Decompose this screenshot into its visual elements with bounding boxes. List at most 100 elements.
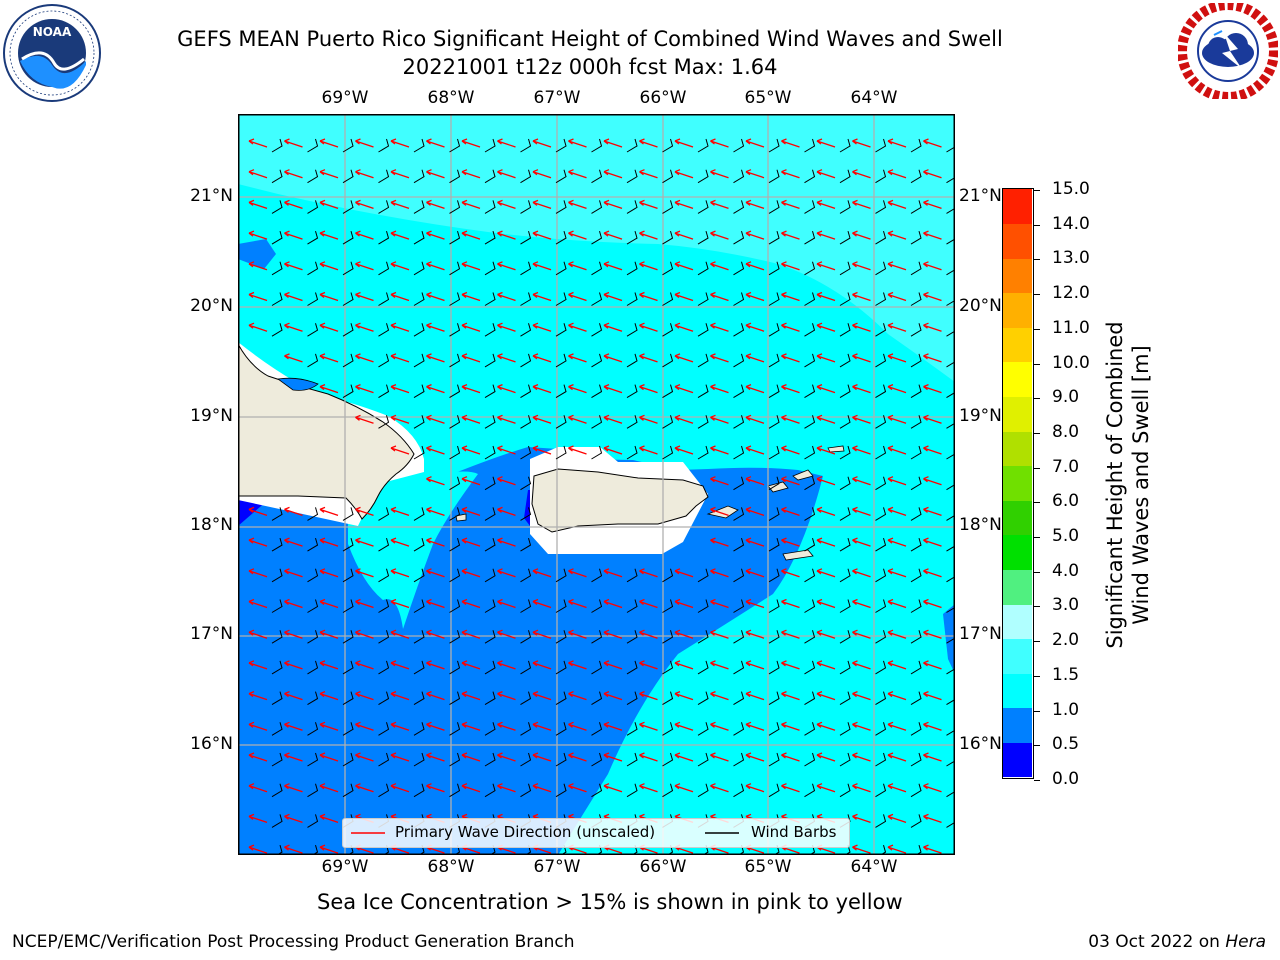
wave-arrow — [461, 508, 481, 517]
wave-arrowhead — [710, 783, 716, 790]
wave-arrowhead — [674, 690, 681, 698]
wave-arrow — [532, 631, 552, 639]
wind-barb — [484, 752, 496, 767]
wave-arrow — [461, 171, 481, 179]
wind-barb — [271, 292, 283, 306]
wave-arrow — [887, 600, 907, 609]
wave-arrow — [532, 785, 552, 793]
wave-arrow — [284, 171, 303, 179]
wave-arrowhead — [816, 629, 823, 636]
wind-barb — [342, 660, 354, 675]
wave-arrowhead — [887, 199, 894, 206]
wind-barb — [875, 507, 887, 521]
wave-arrowhead — [887, 169, 894, 176]
wind-barb — [697, 353, 709, 368]
wind-barb — [733, 292, 745, 306]
wave-arrow — [710, 631, 729, 639]
wind-barb — [484, 384, 496, 399]
wind-barb — [733, 722, 745, 736]
wind-barb — [591, 323, 603, 337]
wave-arrowhead — [781, 629, 787, 636]
wind-barb — [733, 783, 745, 798]
wind-barb — [555, 445, 567, 460]
wave-arrowhead — [639, 414, 645, 421]
wave-arrow — [781, 140, 800, 148]
wave-arrow — [852, 324, 871, 332]
colorbar-segment — [1003, 638, 1032, 674]
wave-arrowhead — [461, 261, 468, 268]
wave-arrow — [568, 171, 587, 179]
wave-arrowhead — [319, 169, 326, 176]
wave-arrowhead — [745, 230, 752, 237]
wave-arrowhead — [603, 660, 610, 667]
wave-arrow — [923, 600, 942, 609]
colorbar-tick-label: 12.0 — [1052, 283, 1090, 304]
wind-barb — [804, 261, 816, 276]
wave-arrowhead — [852, 230, 858, 237]
wave-arrowhead — [639, 598, 645, 606]
wave-arrowhead — [639, 568, 645, 575]
wind-barb — [307, 138, 319, 153]
wind-barb — [378, 261, 390, 276]
wave-arrow — [532, 600, 552, 609]
wave-arrow — [639, 385, 658, 394]
wind-barb — [910, 200, 922, 214]
wave-arrowhead — [426, 445, 432, 452]
footer-host: Hera — [1225, 932, 1266, 952]
wind-barb — [804, 445, 816, 460]
wave-arrow — [887, 662, 907, 670]
wave-arrow — [852, 723, 871, 731]
wave-arrowhead — [603, 322, 610, 329]
wind-barb — [591, 599, 603, 613]
wave-arrowhead — [532, 445, 539, 452]
wave-arrow — [710, 324, 729, 332]
wind-barb — [591, 292, 603, 306]
colorbar-tick-label: 7.0 — [1052, 456, 1080, 477]
colorbar-tick-label: 10.0 — [1052, 352, 1090, 373]
wave-arrowhead — [568, 660, 574, 667]
wind-barb — [591, 722, 603, 736]
wind-barb — [875, 599, 887, 613]
wind-barb — [276, 844, 283, 855]
colorbar-tick-label: 0.5 — [1052, 734, 1080, 755]
wave-arrowhead — [461, 568, 468, 575]
wave-arrow — [816, 324, 836, 332]
wave-arrowhead — [710, 598, 716, 606]
wave-arrow — [497, 140, 516, 148]
wave-arrowhead — [497, 721, 503, 728]
wave-arrowhead — [816, 568, 823, 575]
wave-arrow — [532, 447, 552, 455]
wave-arrowhead — [639, 353, 645, 360]
wave-arrowhead — [319, 660, 326, 667]
wave-arrowhead — [710, 568, 716, 575]
wave-arrow — [852, 846, 871, 854]
wave-arrow — [461, 324, 481, 332]
wind-barb — [946, 752, 955, 767]
wind-barb — [910, 292, 922, 306]
wind-barb — [946, 537, 955, 552]
wave-arrow — [923, 416, 942, 424]
wave-arrow — [745, 478, 765, 486]
wind-barb — [839, 599, 851, 613]
map-plot — [238, 114, 955, 855]
wave-arrowhead — [710, 476, 716, 483]
wave-arrow — [248, 692, 268, 701]
wave-arrowhead — [390, 721, 397, 728]
wave-arrow — [710, 785, 729, 793]
wave-arrow — [710, 201, 729, 210]
wave-arrowhead — [852, 752, 858, 759]
wave-arrowhead — [816, 752, 823, 759]
wave-arrowhead — [674, 291, 681, 299]
wind-barb — [910, 138, 922, 153]
wave-arrowhead — [355, 721, 361, 728]
wind-barb — [449, 476, 461, 491]
wave-arrow — [923, 324, 942, 332]
wave-arrowhead — [923, 721, 929, 728]
wind-barb — [946, 138, 955, 153]
wave-arrowhead — [887, 783, 894, 790]
wave-arrow — [248, 232, 268, 240]
colorbar-tick-mark — [1034, 606, 1040, 608]
colorbar-tick-mark — [1034, 745, 1040, 747]
wave-arrowhead — [852, 445, 858, 452]
wave-arrowhead — [497, 690, 503, 698]
